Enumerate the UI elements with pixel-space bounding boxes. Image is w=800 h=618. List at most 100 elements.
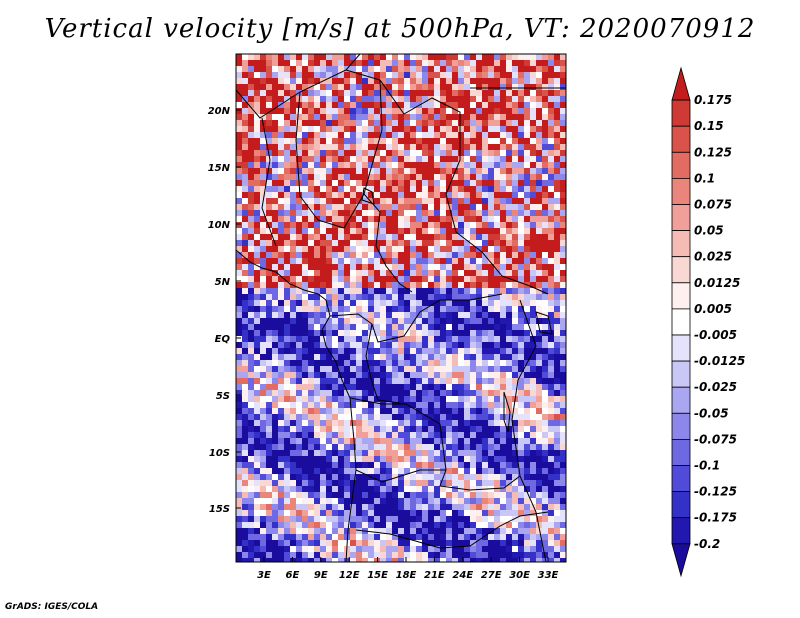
field-cell (362, 480, 369, 487)
field-cell (536, 90, 543, 97)
field-cell (536, 186, 543, 193)
field-cell (248, 102, 255, 109)
field-cell (482, 78, 489, 85)
field-cell (356, 444, 363, 451)
field-cell (368, 318, 375, 325)
field-cell (350, 246, 357, 253)
field-cell (524, 180, 531, 187)
field-cell (320, 534, 327, 541)
field-cell (320, 198, 327, 205)
field-cell (332, 186, 339, 193)
field-cell (386, 240, 393, 247)
field-cell (380, 336, 387, 343)
field-cell (452, 108, 459, 115)
field-cell (242, 126, 249, 133)
field-cell (500, 432, 507, 439)
field-cell (554, 522, 561, 529)
field-cell (296, 444, 303, 451)
field-cell (524, 66, 531, 73)
field-cell (272, 456, 279, 463)
field-cell (554, 102, 561, 109)
field-cell (350, 378, 357, 385)
field-cell (560, 414, 566, 421)
field-cell (290, 60, 297, 67)
field-cell (560, 330, 566, 337)
field-cell (434, 396, 441, 403)
field-cell (302, 312, 309, 319)
field-cell (320, 276, 327, 283)
field-cell (482, 450, 489, 457)
field-cell (254, 156, 261, 163)
field-cell (548, 414, 555, 421)
field-cell (536, 108, 543, 115)
field-cell (506, 456, 513, 463)
field-cell (416, 384, 423, 391)
field-cell (314, 348, 321, 355)
field-cell (368, 132, 375, 139)
field-cell (266, 558, 273, 562)
field-cell (530, 132, 537, 139)
field-cell (434, 510, 441, 517)
field-cell (368, 126, 375, 133)
field-cell (368, 552, 375, 559)
field-cell (512, 294, 519, 301)
field-cell (560, 162, 566, 169)
field-cell (362, 96, 369, 103)
field-cell (398, 522, 405, 529)
field-cell (542, 246, 549, 253)
field-cell (302, 432, 309, 439)
field-cell (254, 66, 261, 73)
field-cell (494, 222, 501, 229)
field-cell (428, 300, 435, 307)
field-cell (320, 342, 327, 349)
border-line (295, 91, 365, 229)
field-cell (470, 312, 477, 319)
field-cell (482, 258, 489, 265)
field-cell (488, 444, 495, 451)
field-cell (422, 156, 429, 163)
field-cell (350, 312, 357, 319)
field-cell (464, 252, 471, 259)
field-cell (254, 432, 261, 439)
field-cell (254, 480, 261, 487)
field-cell (440, 468, 447, 475)
field-cell (404, 90, 411, 97)
field-cell (362, 432, 369, 439)
field-cell (512, 102, 519, 109)
field-cell (356, 348, 363, 355)
field-cell (434, 312, 441, 319)
field-cell (440, 348, 447, 355)
field-cell (440, 252, 447, 259)
field-cell (296, 324, 303, 331)
field-cell (254, 264, 261, 271)
field-cell (392, 78, 399, 85)
field-cell (374, 252, 381, 259)
field-cell (308, 330, 315, 337)
colorbar-label: 0.005 (694, 302, 732, 316)
field-cell (470, 474, 477, 481)
field-cell (344, 78, 351, 85)
field-cell (260, 276, 267, 283)
field-cell (320, 414, 327, 421)
field-cell (494, 408, 501, 415)
field-cell (458, 168, 465, 175)
field-cell (560, 72, 566, 79)
field-cell (500, 486, 507, 493)
field-cell (464, 150, 471, 157)
field-cell (446, 150, 453, 157)
field-cell (542, 432, 549, 439)
field-cell (506, 378, 513, 385)
field-cell (374, 480, 381, 487)
field-cell (356, 96, 363, 103)
field-cell (560, 96, 566, 103)
field-cell (560, 546, 566, 553)
field-cell (290, 450, 297, 457)
field-cell (542, 510, 549, 517)
field-cell (308, 270, 315, 277)
field-cell (554, 540, 561, 547)
field-cell (254, 534, 261, 541)
field-cell (266, 468, 273, 475)
field-cell (530, 114, 537, 121)
field-cell (470, 528, 477, 535)
field-cell (308, 342, 315, 349)
